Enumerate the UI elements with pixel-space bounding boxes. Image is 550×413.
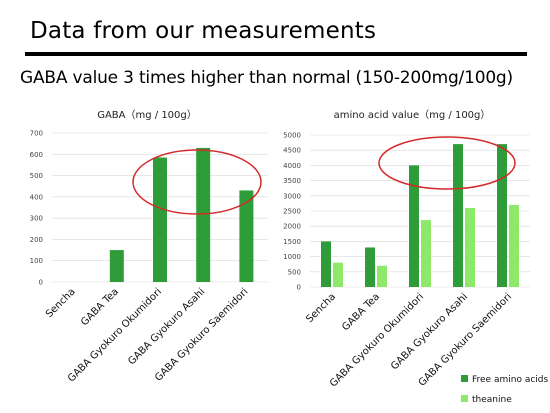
bar-free-amino-acids: [497, 144, 507, 287]
title-underline: [25, 52, 527, 56]
bar-gaba: [153, 157, 167, 282]
bar-free-amino-acids: [321, 241, 331, 287]
y-tick-label: 2000: [283, 223, 301, 231]
y-tick-label: 500: [288, 268, 301, 276]
chart-title: amino acid value（mg / 100g）: [334, 109, 491, 121]
y-tick-label: 300: [30, 215, 43, 223]
legend-label: Free amino acids: [472, 375, 548, 385]
legend-swatch: [461, 395, 468, 402]
y-tick-label: 3000: [283, 192, 301, 200]
x-category-label: GABA Tea: [340, 291, 382, 333]
chart-title: GABA（mg / 100g）: [97, 109, 197, 121]
highlight-ellipse: [378, 136, 516, 190]
y-tick-label: 700: [30, 130, 43, 138]
bar-theanine: [509, 204, 519, 287]
y-tick-label: 1000: [283, 253, 301, 261]
bar-theanine: [333, 262, 343, 287]
bar-theanine: [421, 220, 431, 287]
y-tick-label: 5000: [283, 132, 301, 140]
bar-gaba: [109, 250, 124, 282]
x-category-label: Sencha: [304, 291, 338, 325]
y-tick-label: 0: [297, 284, 301, 292]
y-tick-label: 400: [30, 193, 43, 201]
x-category-label: GABA Gyokuro Okumidori: [328, 291, 426, 389]
y-tick-label: 4500: [283, 147, 301, 155]
highlight-ellipse: [132, 149, 262, 215]
legend-swatch: [461, 375, 468, 382]
y-tick-label: 2500: [283, 208, 301, 216]
legend-label: theanine: [472, 395, 512, 405]
slide-title: Data from our measurements: [30, 18, 377, 44]
y-tick-label: 0: [39, 279, 43, 287]
y-tick-label: 600: [30, 151, 43, 159]
y-tick-label: 100: [30, 257, 43, 265]
y-tick-label: 500: [30, 172, 43, 180]
bar-gaba: [196, 147, 211, 282]
bar-free-amino-acids: [409, 165, 419, 287]
y-tick-label: 200: [30, 236, 43, 244]
bar-free-amino-acids: [365, 247, 375, 287]
bar-free-amino-acids: [453, 144, 463, 287]
y-tick-label: 3500: [283, 177, 301, 185]
x-category-label: GABA Gyokuro Asahi: [389, 291, 470, 372]
bar-gaba: [239, 190, 254, 282]
slide-subtitle: GABA value 3 times higher than normal (1…: [20, 68, 513, 88]
bar-theanine: [377, 265, 387, 287]
y-tick-label: 1500: [283, 238, 301, 246]
y-tick-label: 4000: [283, 162, 301, 170]
bar-theanine: [465, 207, 475, 287]
